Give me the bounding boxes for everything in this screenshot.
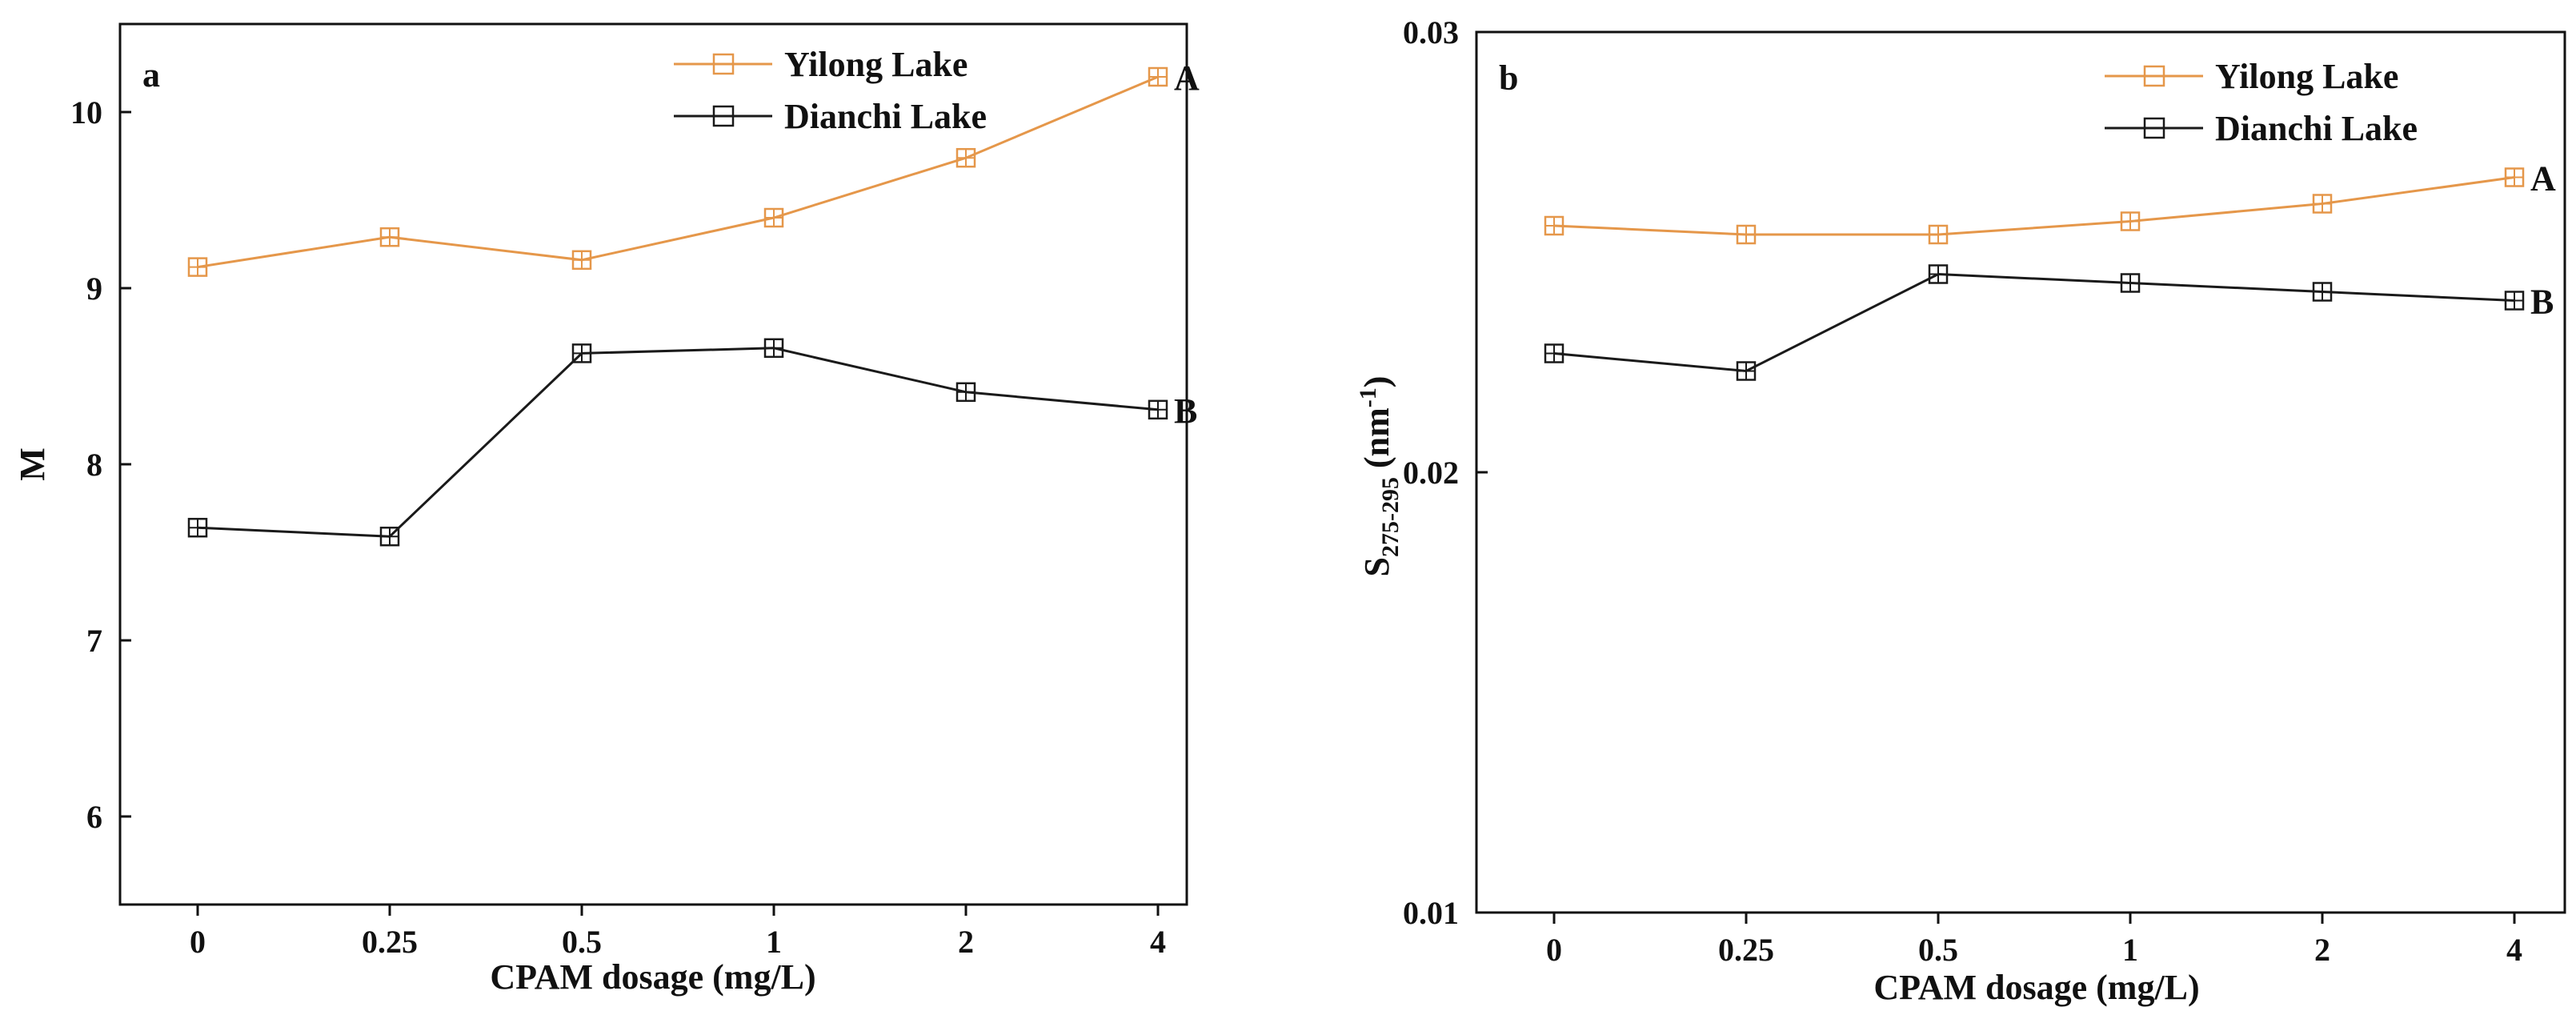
x-axis-title-b: CPAM dosage (mg/L) bbox=[1873, 968, 2199, 1007]
data-point-yilong-a-3 bbox=[763, 207, 784, 228]
series-line-yilong-a bbox=[197, 75, 1159, 269]
legend-label-dianchi-a: Dianchi Lake bbox=[784, 97, 987, 136]
y-tick-label-a-4: 10 bbox=[70, 94, 102, 130]
series-layer-b: AB bbox=[1544, 159, 2556, 381]
y-axis-title-b-unit-close: ) bbox=[1357, 376, 1396, 388]
data-point-dianchi-a-4 bbox=[955, 382, 976, 403]
x-tick-label-b-5: 4 bbox=[2506, 932, 2522, 968]
data-point-dianchi-b-4 bbox=[2312, 282, 2333, 302]
x-tick-label-a-2: 0.5 bbox=[562, 924, 602, 960]
series-end-label-yilong-a: A bbox=[1174, 58, 1200, 98]
legend-label-yilong-a: Yilong Lake bbox=[784, 45, 968, 84]
data-point-dianchi-a-2 bbox=[571, 343, 592, 363]
data-point-yilong-b-0 bbox=[1544, 215, 1564, 236]
x-axis-title-a: CPAM dosage (mg/L) bbox=[490, 957, 815, 997]
data-point-dianchi-a-5 bbox=[1148, 399, 1168, 420]
x-tick-label-b-3: 1 bbox=[2122, 932, 2138, 968]
chart-panel-a: a CPAM dosage (mg/L) M Yilong Lake Dianc… bbox=[13, 22, 1200, 997]
axis-ticks-b: 0.01 0.02 0.03 0 0.25 0.5 1 2 4 bbox=[1403, 14, 2522, 968]
y-axis-title-b: S275-295 (nm-1) bbox=[1355, 376, 1404, 577]
data-point-yilong-a-0 bbox=[187, 257, 208, 277]
data-point-yilong-b-4 bbox=[2312, 194, 2333, 214]
series-line-yilong-b bbox=[1553, 176, 2515, 236]
y-tick-label-b-1: 0.02 bbox=[1403, 455, 1459, 491]
data-point-dianchi-b-0 bbox=[1544, 343, 1564, 363]
chart-panel-b: b CPAM dosage (mg/L) S275-295 (nm-1) Yil… bbox=[1355, 14, 2566, 1007]
x-tick-label-a-3: 1 bbox=[766, 924, 782, 960]
legend-label-dianchi-b: Dianchi Lake bbox=[2215, 109, 2418, 148]
y-axis-title-a: M bbox=[13, 447, 52, 481]
y-tick-label-b-2: 0.03 bbox=[1403, 14, 1459, 50]
x-tick-label-b-1: 0.25 bbox=[1718, 932, 1774, 968]
data-point-dianchi-a-3 bbox=[763, 338, 784, 359]
legend-marker-dianchi-a bbox=[712, 105, 735, 127]
x-tick-label-b-0: 0 bbox=[1546, 932, 1562, 968]
data-point-dianchi-a-1 bbox=[379, 526, 400, 547]
y-axis-title-b-symbol: S bbox=[1357, 557, 1396, 576]
legend-a: Yilong Lake Dianchi Lake bbox=[674, 45, 987, 136]
series-line-dianchi-b bbox=[1553, 272, 2515, 373]
series-line-dianchi-a bbox=[197, 347, 1159, 538]
axis-ticks-a: 6 7 8 9 10 0 0.25 0.5 1 2 4 bbox=[70, 94, 1166, 960]
series-end-label-dianchi-b: B bbox=[2530, 283, 2554, 322]
data-point-dianchi-a-0 bbox=[187, 517, 208, 538]
data-point-yilong-b-2 bbox=[1928, 224, 1949, 245]
panel-label-b: b bbox=[1499, 58, 1518, 98]
data-point-yilong-b-1 bbox=[1736, 224, 1757, 245]
data-point-yilong-a-5 bbox=[1148, 66, 1168, 87]
y-tick-label-a-3: 9 bbox=[86, 271, 102, 307]
data-point-yilong-b-5 bbox=[2504, 167, 2525, 187]
x-tick-label-b-4: 2 bbox=[2314, 932, 2330, 968]
y-tick-label-b-0: 0.01 bbox=[1403, 895, 1459, 931]
y-tick-label-a-1: 7 bbox=[86, 623, 102, 659]
legend-marker-dianchi-b bbox=[2143, 117, 2165, 139]
legend-marker-yilong-b bbox=[2143, 65, 2165, 87]
x-tick-label-b-2: 0.5 bbox=[1918, 932, 1958, 968]
data-point-yilong-a-2 bbox=[571, 250, 592, 271]
panel-label-a: a bbox=[142, 55, 160, 94]
plot-frame-b bbox=[1475, 30, 2566, 914]
data-point-yilong-a-1 bbox=[379, 227, 400, 247]
data-point-dianchi-b-3 bbox=[2120, 273, 2141, 293]
plot-frame-a bbox=[118, 22, 1188, 906]
series-layer-a: AB bbox=[187, 58, 1200, 547]
legend-b: Yilong Lake Dianchi Lake bbox=[2105, 57, 2418, 148]
y-axis-title-b-subscript: 275-295 bbox=[1377, 477, 1404, 557]
legend-label-yilong-b: Yilong Lake bbox=[2215, 57, 2398, 96]
y-axis-title-b-unit-open: (nm bbox=[1357, 407, 1396, 477]
data-point-dianchi-b-5 bbox=[2504, 291, 2525, 311]
series-end-label-dianchi-a: B bbox=[1174, 391, 1197, 431]
series-end-label-yilong-b: A bbox=[2530, 159, 2556, 199]
data-point-dianchi-b-1 bbox=[1736, 361, 1757, 381]
legend-marker-yilong-a bbox=[712, 53, 735, 75]
x-tick-label-a-5: 4 bbox=[1150, 924, 1166, 960]
data-point-yilong-a-4 bbox=[955, 147, 976, 168]
x-tick-label-a-0: 0 bbox=[190, 924, 206, 960]
y-axis-title-b-superscript: -1 bbox=[1355, 387, 1381, 407]
data-point-yilong-b-3 bbox=[2120, 211, 2141, 231]
x-tick-label-a-4: 2 bbox=[958, 924, 974, 960]
x-tick-label-a-1: 0.25 bbox=[362, 924, 418, 960]
y-tick-label-a-0: 6 bbox=[86, 799, 102, 835]
y-tick-label-a-2: 8 bbox=[86, 447, 102, 483]
data-point-dianchi-b-2 bbox=[1928, 264, 1949, 284]
